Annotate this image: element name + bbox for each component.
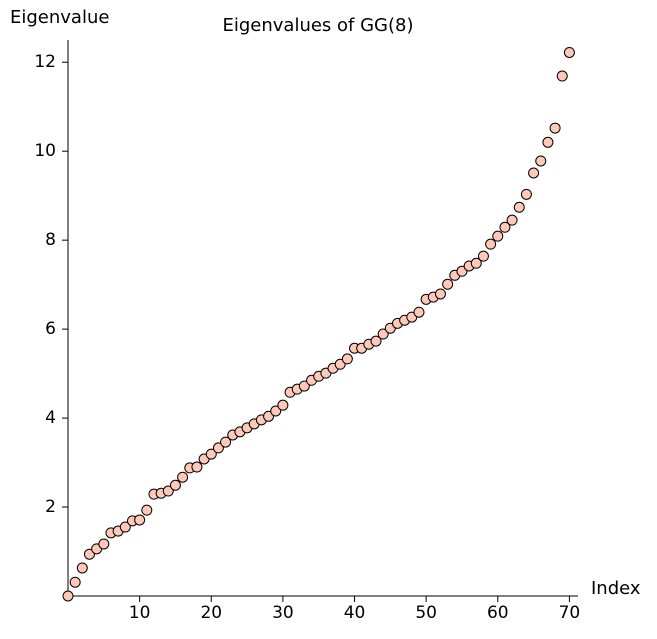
point bbox=[542, 136, 554, 148]
y-tick-label: 2 bbox=[45, 497, 56, 517]
point bbox=[98, 538, 110, 550]
point bbox=[169, 479, 181, 491]
point bbox=[513, 201, 525, 213]
point bbox=[119, 521, 131, 533]
point bbox=[191, 461, 203, 473]
point bbox=[506, 214, 518, 226]
point bbox=[370, 335, 382, 347]
x-tick-label: 10 bbox=[129, 603, 151, 623]
y-tick-label: 4 bbox=[45, 408, 56, 428]
point bbox=[277, 399, 289, 411]
point bbox=[535, 155, 547, 167]
point bbox=[298, 380, 310, 392]
x-tick-label: 30 bbox=[272, 603, 294, 623]
point bbox=[470, 257, 482, 269]
point bbox=[520, 188, 532, 200]
point bbox=[434, 288, 446, 300]
y-tick-label: 10 bbox=[34, 141, 56, 161]
point bbox=[141, 504, 153, 516]
point bbox=[205, 448, 217, 460]
point bbox=[220, 436, 232, 448]
point bbox=[76, 562, 88, 574]
y-tick-label: 12 bbox=[34, 52, 56, 72]
point bbox=[162, 485, 174, 497]
x-axis-label: Index bbox=[591, 578, 641, 599]
x-tick-label: 70 bbox=[559, 603, 581, 623]
point bbox=[212, 442, 224, 454]
point bbox=[69, 576, 81, 588]
x-tick-label: 50 bbox=[415, 603, 437, 623]
x-tick-label: 20 bbox=[200, 603, 222, 623]
point bbox=[477, 250, 489, 262]
point bbox=[492, 230, 504, 242]
point bbox=[270, 405, 282, 417]
point bbox=[62, 590, 74, 602]
point bbox=[556, 70, 568, 82]
y-tick-label: 8 bbox=[45, 230, 56, 250]
point bbox=[563, 46, 575, 58]
point bbox=[549, 122, 561, 134]
point bbox=[341, 353, 353, 365]
point bbox=[377, 328, 389, 340]
chart-title: Eigenvalues of GG(8) bbox=[222, 15, 413, 36]
point bbox=[442, 278, 454, 290]
y-tick-label: 6 bbox=[45, 319, 56, 339]
point bbox=[485, 238, 497, 250]
point bbox=[134, 514, 146, 526]
y-axis-label: Eigenvalue bbox=[10, 7, 109, 28]
point bbox=[413, 306, 425, 318]
point bbox=[177, 471, 189, 483]
point bbox=[528, 167, 540, 179]
point bbox=[499, 221, 511, 233]
x-tick-label: 60 bbox=[487, 603, 509, 623]
x-tick-label: 40 bbox=[344, 603, 366, 623]
